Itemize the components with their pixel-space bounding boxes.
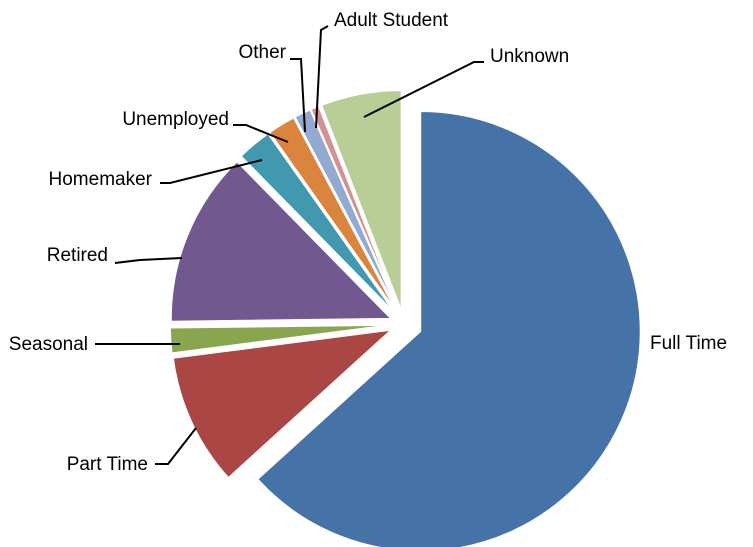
leader-line-part-time (155, 427, 197, 465)
slice-labels: Full Time Part Time Seasonal Retired Homemak… (9, 10, 727, 475)
pie-slice-full-time (256, 110, 642, 547)
pie-slice-seasonal (169, 324, 391, 354)
slice-label-homemaker: Homemaker (49, 169, 153, 190)
leader-line-homemaker (160, 159, 263, 184)
leader-line-other (290, 58, 306, 133)
slice-label-other: Other (238, 42, 286, 63)
leader-line-unknown (363, 61, 484, 118)
pie-slice-unemployed (268, 116, 398, 313)
slice-label-unemployed: Unemployed (122, 109, 229, 130)
slice-label-retired: Retired (47, 245, 108, 266)
leader-line-unemployed (233, 124, 289, 143)
leader-line-retired (114, 257, 183, 264)
pie-slice-retired (170, 160, 393, 323)
slice-label-full-time: Full Time (650, 333, 727, 354)
slice-label-part-time: Part Time (67, 454, 148, 475)
slice-label-unknown: Unknown (490, 46, 569, 67)
pie-slice-part-time (172, 328, 394, 479)
slice-label-seasonal: Seasonal (9, 334, 88, 355)
pie-slice-other (293, 108, 399, 312)
leader-lines (95, 25, 484, 465)
slice-label-adult-student: Adult Student (334, 10, 449, 31)
pie-slices (169, 89, 642, 547)
pie-slice-unknown (320, 89, 403, 311)
leader-line-adult-student (315, 25, 329, 129)
pie-slice-adult-student (309, 105, 400, 312)
